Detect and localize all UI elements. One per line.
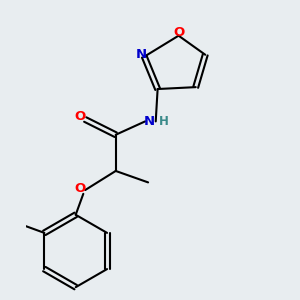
Text: O: O [74, 110, 85, 123]
Text: N: N [136, 48, 147, 61]
Text: N: N [143, 115, 155, 128]
Text: H: H [159, 115, 169, 128]
Text: O: O [174, 26, 185, 39]
Text: O: O [74, 182, 85, 195]
